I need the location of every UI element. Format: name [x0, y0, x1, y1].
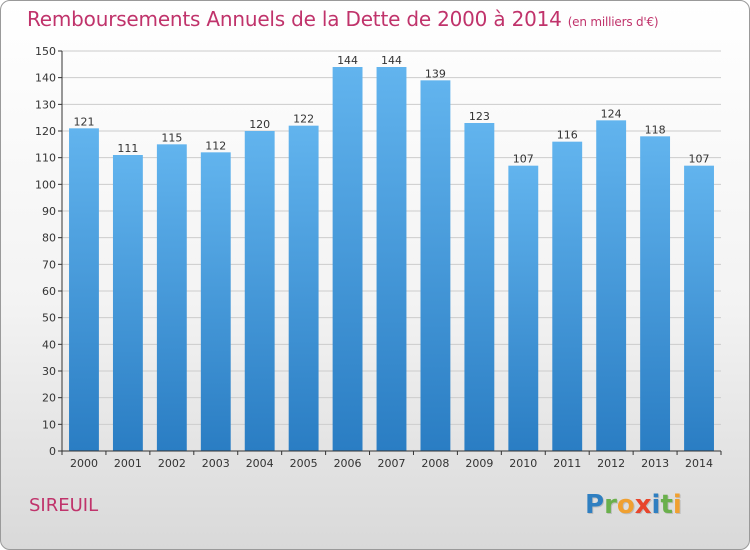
bar	[508, 165, 539, 451]
x-tick-label: 2002	[158, 457, 186, 470]
bar	[640, 136, 671, 452]
bars: 121 111 115 112 120 122 144 144 139 123 107 116 124 1…	[69, 54, 714, 452]
chart-title: Remboursements Annuels de la Dette de 20…	[27, 7, 659, 31]
y-tick-label: 20	[42, 392, 56, 405]
x-tick-label: 2004	[246, 457, 274, 470]
bar	[596, 120, 627, 451]
chart-title-text: Remboursements Annuels de la Dette de 20…	[27, 7, 562, 31]
y-tick-label: 70	[42, 258, 56, 271]
logo-letter: r	[604, 490, 617, 520]
bar-value-label: 111	[117, 142, 138, 155]
y-tick-label: 130	[35, 98, 56, 111]
y-tick-label: 10	[42, 418, 56, 431]
y-tick-label: 40	[42, 338, 56, 351]
bar	[156, 144, 187, 452]
bar	[684, 165, 714, 451]
bar	[244, 131, 275, 451]
y-tick-label: 150	[35, 45, 56, 58]
bar-value-label: 118	[645, 123, 666, 136]
logo-letter: i	[651, 490, 661, 520]
y-tick-label: 110	[35, 152, 56, 165]
bar	[332, 67, 363, 451]
y-tick-label: 60	[42, 285, 56, 298]
x-tick-label: 2000	[70, 457, 98, 470]
logo-letter: P	[585, 490, 605, 520]
x-tick-label: 2005	[290, 457, 318, 470]
x-tick-label: 2001	[114, 457, 142, 470]
bar-value-label: 116	[557, 129, 578, 142]
y-tick-label: 100	[35, 178, 56, 191]
x-tick-label: 2007	[378, 457, 406, 470]
y-tick-label: 80	[42, 232, 56, 245]
bar-value-label: 144	[381, 54, 402, 67]
axes: 0 10 20 30 40 50 60 70 80 90 100 110 120 130 140 150 200…	[35, 45, 722, 470]
bar-value-label: 144	[337, 54, 358, 67]
x-tick-label: 2008	[421, 457, 449, 470]
x-tick-label: 2011	[553, 457, 581, 470]
x-tick-label: 2012	[597, 457, 625, 470]
x-tick-label: 2014	[685, 457, 713, 470]
x-tick-label: 2013	[641, 457, 669, 470]
bar-value-label: 124	[601, 107, 622, 120]
bar-value-label: 120	[249, 118, 270, 131]
bar	[69, 128, 99, 451]
bar-value-label: 107	[689, 153, 710, 166]
bar-value-label: 112	[205, 139, 226, 152]
x-tick-label: 2003	[202, 457, 230, 470]
bar-value-label: 139	[425, 67, 446, 80]
x-tick-label: 2006	[334, 457, 362, 470]
logo-letter: t	[660, 490, 673, 520]
bar-value-label: 121	[73, 115, 94, 128]
logo-letter: i	[672, 490, 682, 520]
logo-letter: o	[616, 490, 635, 520]
y-tick-label: 90	[42, 205, 56, 218]
chart-subtitle: (en milliers d'€)	[567, 15, 659, 29]
y-tick-label: 30	[42, 365, 56, 378]
x-tick-label: 2010	[509, 457, 537, 470]
bar	[464, 123, 495, 451]
bar	[376, 67, 407, 451]
y-tick-label: 0	[49, 445, 56, 458]
bar	[552, 141, 583, 451]
y-tick-label: 50	[42, 312, 56, 325]
bar	[420, 80, 451, 451]
x-tick-label: 2009	[465, 457, 493, 470]
bar-value-label: 122	[293, 113, 314, 126]
logo-letter: x	[634, 490, 652, 520]
bar-value-label: 107	[513, 153, 534, 166]
y-tick-label: 140	[35, 72, 56, 85]
y-tick-label: 120	[35, 125, 56, 138]
proxiti-logo[interactable]: Proxiti	[585, 490, 682, 520]
bar-value-label: 115	[161, 131, 182, 144]
bar	[200, 152, 231, 452]
commune-name: SIREUIL	[29, 495, 99, 516]
bar	[288, 125, 319, 452]
bar	[112, 155, 143, 451]
bar-value-label: 123	[469, 110, 490, 123]
